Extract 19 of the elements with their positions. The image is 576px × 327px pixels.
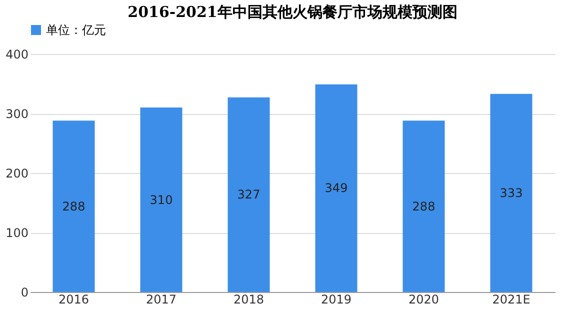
x-tick-label: 2020 [408, 292, 440, 306]
data-label: 288 [62, 199, 86, 214]
legend-label: 单位：亿元 [46, 23, 106, 37]
y-tick-label: 0 [20, 286, 28, 300]
y-tick-label: 300 [6, 107, 28, 121]
x-tick-label: 2017 [146, 292, 177, 306]
y-tick-label: 200 [6, 166, 28, 180]
y-tick-label: 100 [6, 226, 28, 240]
x-tick-label: 2021E [492, 292, 530, 306]
x-tick-label: 2018 [233, 292, 264, 306]
y-tick-label: 400 [6, 48, 28, 62]
data-label: 327 [237, 188, 260, 202]
data-label: 288 [412, 199, 436, 214]
x-tick-label: 2016 [58, 292, 90, 306]
chart-title: 2016-2021年中国其他火锅餐厅市场规模预测图 [128, 3, 458, 21]
data-label: 310 [150, 192, 173, 207]
data-label: 349 [324, 181, 348, 196]
data-label: 333 [500, 186, 523, 200]
x-tick-label: 2019 [320, 292, 352, 306]
